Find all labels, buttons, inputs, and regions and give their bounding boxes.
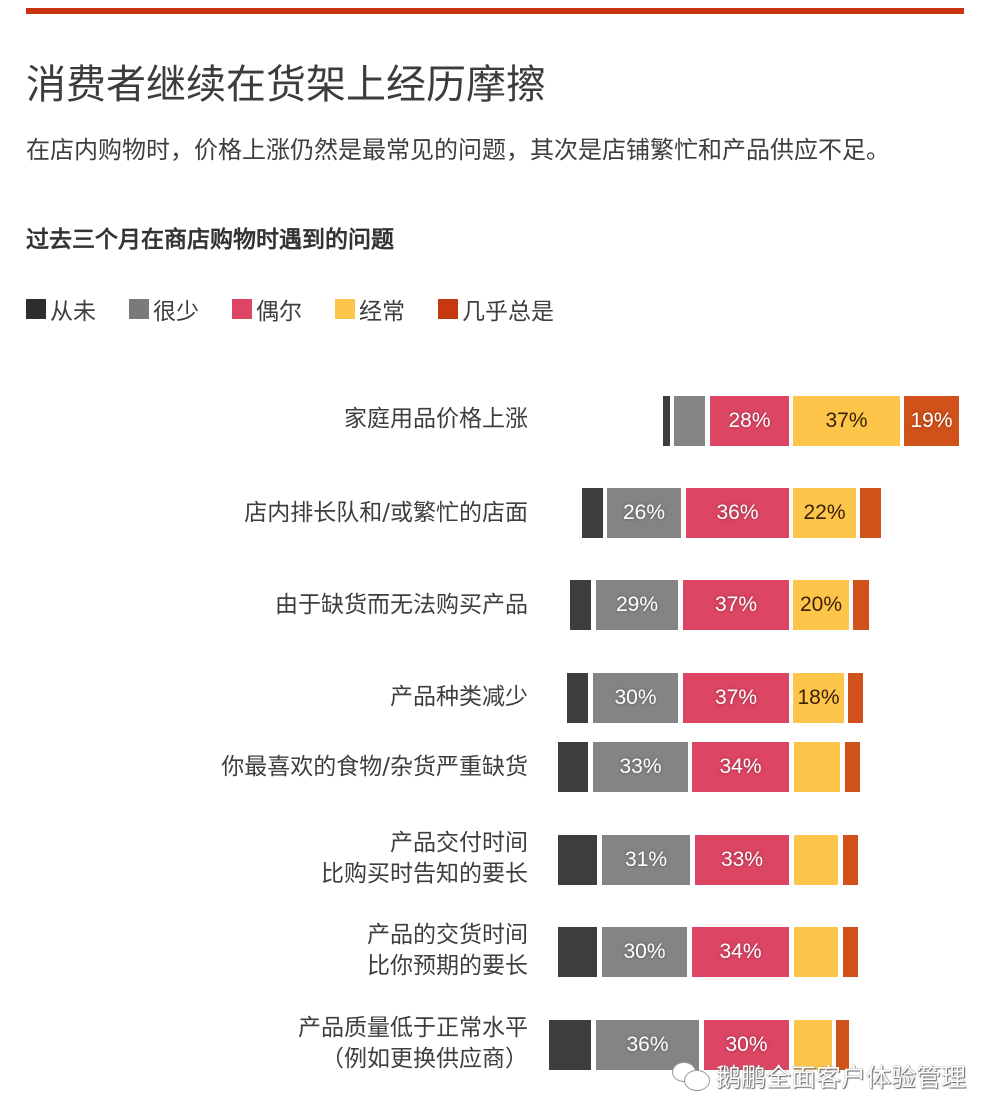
bar-segment-rarely: 29% — [596, 580, 678, 630]
bar-segment-often: 22% — [793, 488, 856, 538]
page-title: 消费者继续在货架上经历摩擦 — [26, 62, 546, 108]
bar-segment-almost-always — [848, 673, 863, 723]
legend-label: 经常 — [359, 299, 405, 325]
bar-segment-sometimes: 33% — [695, 835, 789, 885]
legend-item-never: 从未 — [26, 292, 96, 326]
legend-swatch — [129, 299, 149, 319]
bar-segment-almost-always — [853, 580, 869, 630]
bar-segment-sometimes: 30% — [704, 1020, 789, 1070]
bar-segment-rarely: 33% — [593, 742, 688, 792]
bar-segment-sometimes: 36% — [686, 488, 789, 538]
legend-swatch — [232, 299, 252, 319]
bar-segment-often: 37% — [793, 396, 900, 446]
bar-segment-rarely: 26% — [607, 488, 681, 538]
bar-segment-often — [794, 742, 840, 792]
bar-segment-often: 18% — [793, 673, 844, 723]
legend-swatch — [26, 299, 46, 319]
bar-segment-almost-always — [860, 488, 881, 538]
bar-segment-rarely: 31% — [602, 835, 690, 885]
legend-item-often: 经常 — [335, 292, 405, 326]
legend-item-rarely: 很少 — [129, 292, 199, 326]
watermark-text: 鹅鹏全面客户体验管理 — [716, 1063, 967, 1092]
row-label: 产品种类减少 — [390, 684, 528, 710]
legend-label: 几乎总是 — [462, 299, 554, 325]
bar-segment-rarely: 36% — [596, 1020, 699, 1070]
row-label: 产品交付时间 比购买时告知的要长 — [321, 830, 528, 887]
legend-item-sometimes: 偶尔 — [232, 292, 302, 326]
top-accent-bar — [26, 8, 964, 14]
bar-segment-rarely: 30% — [602, 927, 687, 977]
bar-segment-sometimes: 34% — [692, 927, 789, 977]
legend-swatch — [438, 299, 458, 319]
bar-segment-almost-always: 19% — [904, 396, 959, 446]
bar-segment-often: 20% — [793, 580, 849, 630]
bar-segment-never — [549, 1020, 591, 1070]
row-label: 由于缺货而无法购买产品 — [275, 592, 528, 618]
bar-segment-almost-always — [836, 1020, 849, 1070]
bar-segment-almost-always — [843, 835, 858, 885]
chart-legend: 从未 很少 偶尔 经常 几乎总是 — [26, 292, 587, 326]
chart-title: 过去三个月在商店购物时遇到的问题 — [26, 227, 394, 253]
row-label: 你最喜欢的食物/杂货严重缺货 — [221, 754, 528, 780]
legend-label: 偶尔 — [256, 299, 302, 325]
row-label: 产品质量低于正常水平 （例如更换供应商） — [298, 1015, 528, 1072]
legend-label: 很少 — [153, 299, 199, 325]
legend-item-almost-always: 几乎总是 — [438, 292, 554, 326]
bar-segment-sometimes: 34% — [692, 742, 789, 792]
bar-segment-rarely — [674, 396, 705, 446]
bar-segment-never — [558, 742, 588, 792]
bar-segment-almost-always — [843, 927, 858, 977]
bar-segment-rarely: 30% — [593, 673, 678, 723]
bar-segment-never — [582, 488, 603, 538]
bar-segment-sometimes: 28% — [710, 396, 789, 446]
bar-segment-almost-always — [845, 742, 860, 792]
legend-label: 从未 — [50, 299, 96, 325]
bar-segment-sometimes: 37% — [683, 673, 789, 723]
wechat-icon — [672, 1062, 710, 1091]
bar-segment-often — [794, 1020, 832, 1070]
row-label: 店内排长队和/或繁忙的店面 — [244, 500, 528, 526]
watermark: 鹅鹏全面客户体验管理 — [672, 1058, 966, 1094]
bar-segment-never — [567, 673, 588, 723]
legend-swatch — [335, 299, 355, 319]
row-label: 产品的交货时间 比你预期的要长 — [367, 922, 528, 979]
bar-segment-often — [794, 835, 838, 885]
bar-segment-never — [558, 835, 597, 885]
row-label: 家庭用品价格上涨 — [344, 406, 528, 432]
bar-segment-never — [558, 927, 597, 977]
bar-segment-sometimes: 37% — [683, 580, 789, 630]
bar-segment-never — [663, 396, 670, 446]
bar-segment-never — [570, 580, 591, 630]
page-subtitle: 在店内购物时，价格上涨仍然是最常见的问题，其次是店铺繁忙和产品供应不足。 — [26, 136, 890, 164]
bar-segment-often — [794, 927, 838, 977]
